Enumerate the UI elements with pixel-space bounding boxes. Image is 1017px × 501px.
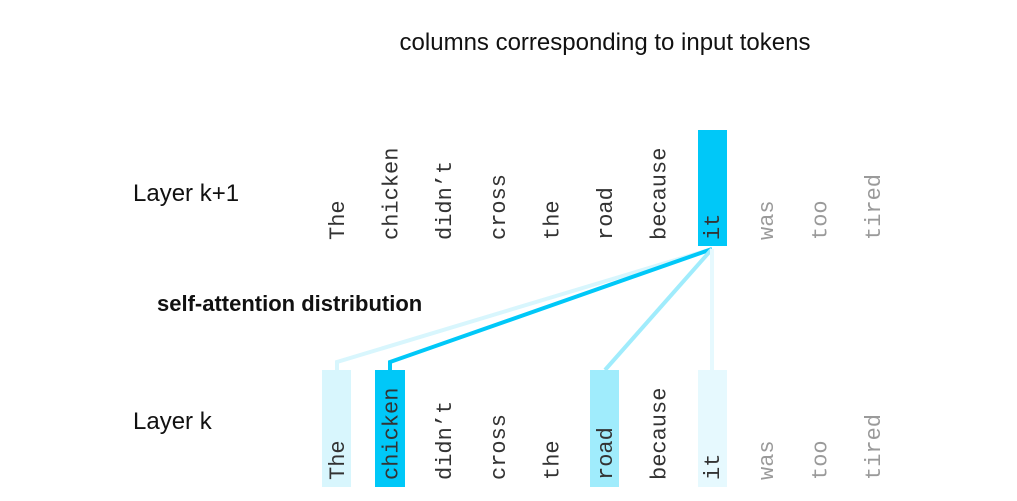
token: chicken bbox=[380, 148, 405, 240]
attention-line bbox=[603, 247, 714, 372]
token: was bbox=[755, 200, 780, 240]
token: road bbox=[594, 427, 619, 480]
token: didn’t bbox=[433, 401, 458, 480]
token: the bbox=[540, 200, 565, 240]
tokens: The chicken didn’t cross the road because it was… bbox=[326, 148, 887, 480]
attention-box bbox=[698, 370, 727, 487]
attention-line bbox=[388, 247, 713, 370]
token: The bbox=[326, 440, 351, 480]
token: the bbox=[540, 440, 565, 480]
token: it bbox=[701, 454, 726, 480]
token: too bbox=[808, 440, 833, 480]
token: it bbox=[701, 214, 726, 240]
token: too bbox=[808, 200, 833, 240]
token: cross bbox=[487, 414, 512, 480]
token: tired bbox=[862, 414, 887, 480]
layer-label: Layer k+1 bbox=[133, 180, 239, 207]
attention-box bbox=[375, 370, 405, 487]
layer-label: Layer k bbox=[133, 408, 213, 435]
token: cross bbox=[487, 174, 512, 240]
token: The bbox=[326, 200, 351, 240]
title: columns corresponding to input tokens bbox=[400, 29, 811, 56]
attention-box bbox=[322, 370, 351, 487]
focus-token-box bbox=[698, 130, 727, 246]
token: chicken bbox=[380, 388, 405, 480]
token: tired bbox=[862, 174, 887, 240]
attention-label: self-attention distribution bbox=[157, 291, 422, 316]
token: because bbox=[648, 148, 673, 240]
token: was bbox=[755, 440, 780, 480]
token: road bbox=[594, 187, 619, 240]
token: didn’t bbox=[433, 161, 458, 240]
token: because bbox=[648, 388, 673, 480]
attention-line bbox=[335, 247, 713, 370]
attention-box bbox=[590, 370, 619, 487]
